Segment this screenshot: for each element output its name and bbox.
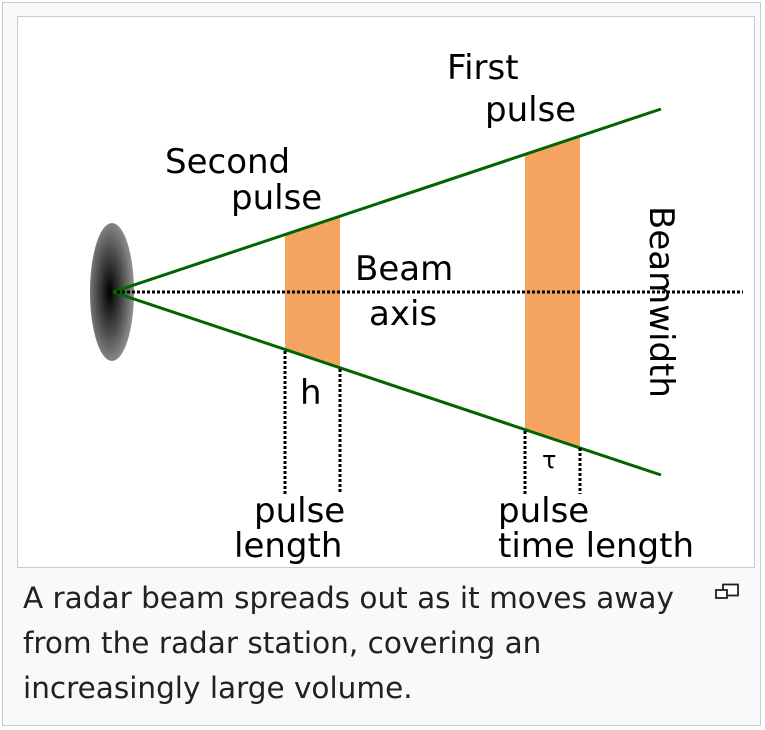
- pulse-length-label-line2: length: [234, 526, 342, 566]
- beam-axis-label-line1: Beam: [355, 249, 453, 289]
- first-pulse-label-line1: First: [447, 48, 519, 88]
- beamwidth-label: Beamwidth: [641, 206, 681, 398]
- radar-beam-diagram: First pulse Second pulse Beam axis Beamw…: [90, 48, 743, 566]
- antenna-dish: [90, 223, 134, 361]
- pulse-length-label-line1: pulse: [254, 491, 345, 531]
- second-pulse-label-line1: Second: [165, 142, 290, 182]
- pulse-time-length-label-line2: time length: [498, 526, 694, 566]
- figure-image[interactable]: First pulse Second pulse Beam axis Beamw…: [17, 16, 755, 568]
- beam-axis-label-line2: axis: [369, 294, 437, 334]
- second-pulse-label-line2: pulse: [231, 178, 322, 218]
- beam-lower-edge: [112, 290, 662, 477]
- h-label: h: [300, 373, 322, 413]
- first-pulse-label-line2: pulse: [485, 90, 576, 130]
- pulse-time-length-label-line1: pulse: [498, 491, 589, 531]
- magnify-clip-icon[interactable]: [714, 583, 742, 603]
- beam-upper-edge: [112, 107, 662, 294]
- tau-label: τ: [542, 446, 556, 474]
- figure-caption: A radar beam spreads out as it moves awa…: [23, 581, 674, 705]
